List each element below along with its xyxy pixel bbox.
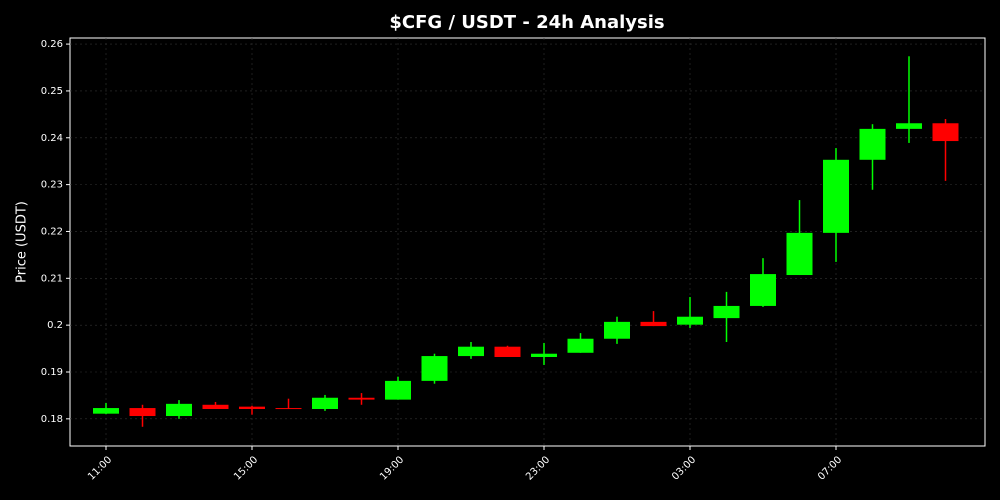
candle-body xyxy=(494,346,521,357)
candle-body xyxy=(640,321,667,327)
x-tick-label: 23:00 xyxy=(524,454,552,482)
candle-body xyxy=(239,406,265,409)
candle-body xyxy=(859,128,886,160)
y-tick-label: 0.24 xyxy=(41,133,63,144)
candle-body xyxy=(713,305,740,319)
candle-body xyxy=(166,403,192,417)
y-tick-label: 0.2 xyxy=(47,320,63,331)
x-tick-label: 03:00 xyxy=(670,454,698,482)
candle-body xyxy=(823,159,849,233)
chart-title: $CFG / USDT - 24h Analysis xyxy=(389,12,664,33)
candle-body xyxy=(896,123,922,129)
candle-body xyxy=(312,397,338,409)
candle-body xyxy=(677,316,703,325)
candle-body xyxy=(385,380,411,400)
candle-body xyxy=(275,408,302,410)
candle-body xyxy=(567,338,594,353)
y-tick-label: 0.26 xyxy=(41,39,63,50)
plot-frame xyxy=(69,37,986,447)
candle-body xyxy=(348,397,375,400)
candle-body xyxy=(750,274,776,306)
candle-body xyxy=(786,232,813,276)
x-tick-label: 19:00 xyxy=(378,454,406,482)
candle-body xyxy=(932,123,959,142)
candle-body xyxy=(531,353,557,357)
y-tick-label: 0.21 xyxy=(41,273,63,284)
candle-body xyxy=(202,404,229,409)
x-tick-label: 15:00 xyxy=(232,454,260,482)
y-axis-label: Price (USDT) xyxy=(15,201,30,283)
candle-body xyxy=(93,408,119,414)
y-tick-label: 0.18 xyxy=(41,414,63,425)
y-tick-label: 0.19 xyxy=(41,367,63,378)
x-tick-label: 07:00 xyxy=(816,454,844,482)
y-tick-label: 0.22 xyxy=(41,226,63,237)
candle-body xyxy=(458,346,484,357)
y-tick-label: 0.25 xyxy=(41,86,63,97)
y-tick-label: 0.23 xyxy=(41,180,63,191)
candle-body xyxy=(421,356,448,381)
candle-body xyxy=(604,321,630,339)
candle-body xyxy=(129,408,156,417)
x-tick-label: 11:00 xyxy=(86,454,114,482)
